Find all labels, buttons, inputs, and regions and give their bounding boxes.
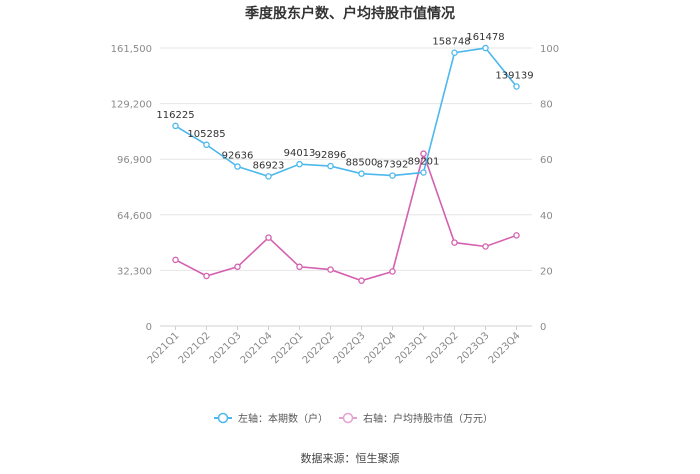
left-axis-ticks: 0 32,300 64,600 96,900 129,200 161,500 (111, 44, 152, 333)
data-label-households: 86923 (253, 160, 285, 171)
point-market-value (482, 243, 489, 250)
x-tick-label: 2022Q2 (301, 330, 337, 366)
chart-title: 季度股东户数、户均持股市值情况 (244, 5, 455, 22)
data-label-households: 89201 (408, 156, 440, 167)
x-tick-label: 2022Q3 (332, 330, 368, 366)
left-tick-label: 32,300 (117, 266, 152, 277)
data-label-households: 92896 (315, 150, 347, 161)
data-label-households: 139139 (495, 70, 533, 81)
x-tick-label: 2021Q1 (146, 330, 182, 366)
data-label-households: 105285 (187, 129, 225, 140)
point-market-value (327, 266, 334, 273)
point-households (482, 44, 489, 52)
point-market-value (451, 239, 458, 246)
legend-label-households: 左轴：本期数（户） (238, 412, 328, 425)
x-tick-label: 2021Q2 (177, 330, 213, 366)
right-tick-label: 40 (540, 211, 553, 222)
point-households (451, 49, 458, 56)
point-market-value (203, 272, 210, 280)
left-tick-label: 0 (146, 322, 152, 333)
right-tick-label: 100 (540, 44, 559, 55)
right-axis-ticks: 0 20 40 60 80 100 (540, 44, 559, 333)
x-tick-label: 2023Q4 (487, 330, 523, 366)
point-market-value (358, 277, 365, 284)
point-households (296, 160, 303, 168)
x-tick-label: 2022Q4 (363, 330, 399, 366)
left-tick-label: 64,600 (117, 211, 152, 222)
legend-item-households[interactable]: 左轴：本期数（户） (214, 412, 328, 425)
data-label-households: 116225 (156, 110, 194, 121)
point-market-value (234, 263, 241, 271)
legend: 左轴：本期数（户） 右轴：户均持股市值（万元） (214, 412, 493, 425)
legend-item-market-value[interactable]: 右轴：户均持股市值（万元） (339, 412, 493, 425)
series-line-households (175, 47, 518, 178)
data-source: 数据来源：恒生聚源 (301, 451, 400, 465)
data-label-households: 87392 (377, 160, 409, 171)
x-tick-label: 2023Q1 (394, 330, 430, 366)
left-tick-label: 96,900 (117, 155, 152, 166)
point-households (234, 163, 241, 170)
point-households (265, 173, 272, 180)
data-label-households: 92636 (222, 151, 254, 162)
point-households (389, 172, 396, 179)
series-line-market-value (175, 150, 517, 282)
right-tick-label: 80 (540, 100, 553, 111)
point-households (358, 170, 365, 177)
right-tick-label: 20 (540, 266, 553, 277)
point-households (420, 169, 427, 176)
gridlines (160, 47, 532, 327)
x-tick-label: 2023Q3 (456, 330, 492, 366)
left-tick-label: 129,200 (111, 100, 152, 111)
point-households (203, 141, 210, 149)
right-tick-label: 60 (540, 155, 553, 166)
point-households (172, 122, 179, 130)
x-tick-label: 2022Q1 (270, 330, 306, 366)
data-label-households: 158748 (432, 37, 470, 48)
data-label-households: 94013 (284, 148, 316, 159)
right-tick-label: 0 (540, 322, 546, 333)
x-tick-label: 2021Q3 (208, 330, 244, 366)
point-market-value (172, 256, 179, 264)
point-market-value (265, 234, 272, 241)
x-tick-label: 2021Q4 (239, 330, 275, 366)
point-market-value (513, 232, 520, 239)
legend-label-market-value: 右轴：户均持股市值（万元） (363, 412, 493, 425)
point-market-value (420, 150, 427, 157)
left-tick-label: 161,500 (111, 44, 152, 55)
point-market-value (389, 268, 396, 275)
point-households (327, 162, 334, 170)
x-tick-label: 2023Q2 (425, 330, 461, 366)
point-households (513, 83, 520, 90)
point-market-value (296, 263, 303, 271)
data-label-households: 161478 (466, 32, 504, 43)
x-axis-ticks: 2021Q12021Q22021Q32021Q42022Q12022Q22022… (146, 326, 523, 366)
data-label-households: 88500 (346, 158, 378, 169)
